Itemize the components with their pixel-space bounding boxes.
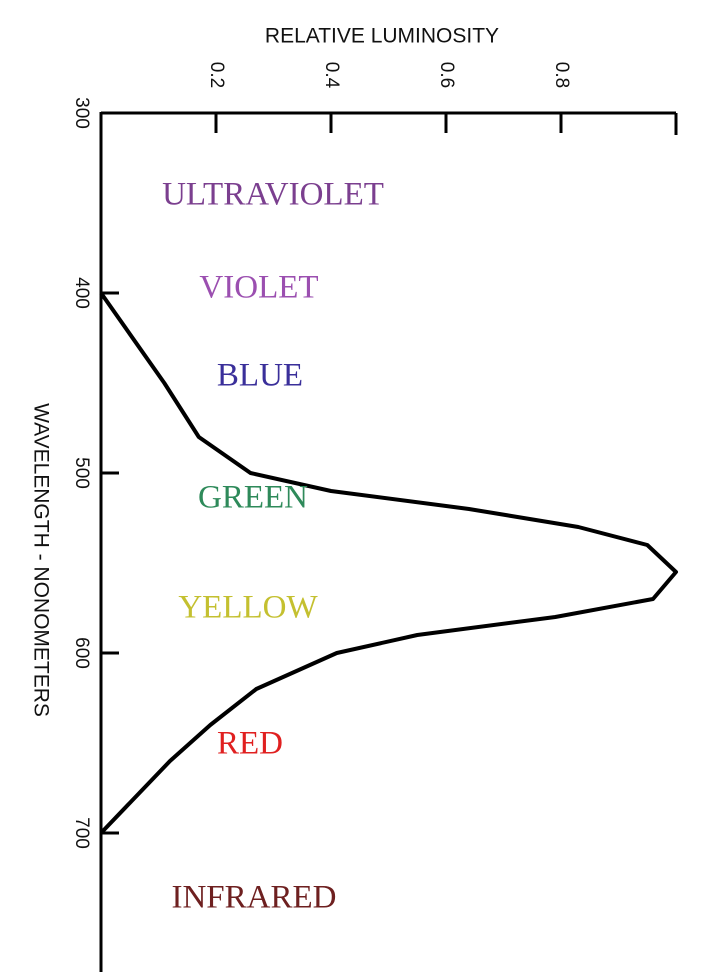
x-tick-label: 500 [71,457,92,489]
region-label: GREEN [198,480,308,516]
x-tick-label: 400 [71,277,92,309]
region-label: INFRARED [171,880,336,916]
region-label: BLUE [217,358,303,394]
region-label: VIOLET [199,270,318,306]
luminosity-curve [99,291,678,835]
x-tick-label: 700 [71,817,92,849]
y-tick-label: 0.6 [436,62,457,88]
region-label: RED [217,726,283,762]
x-tick-label: 600 [71,637,92,669]
x-axis-title: WAVELENGTH - NONOMETERS [29,403,52,717]
y-axis-title: RELATIVE LUMINOSITY [265,25,499,48]
region-label: ULTRAVIOLET [162,177,384,213]
y-tick-label: 0.2 [206,62,227,88]
region-label: YELLOW [178,590,318,626]
y-tick-label: 0.8 [551,62,572,88]
y-tick-label: 0.4 [321,62,342,89]
x-tick-label: 300 [71,97,92,129]
